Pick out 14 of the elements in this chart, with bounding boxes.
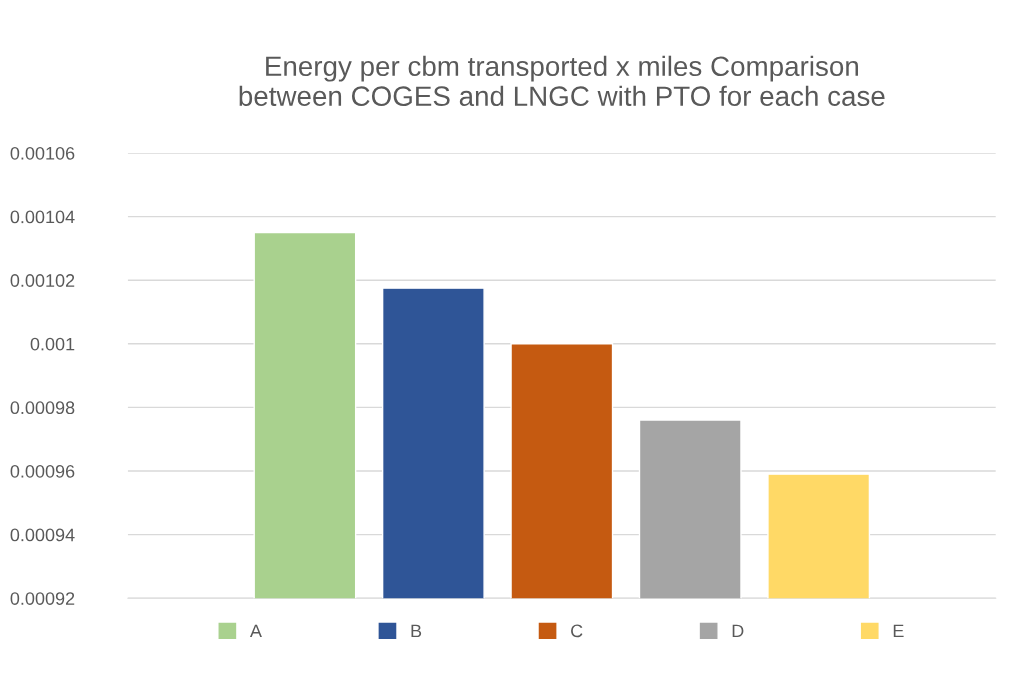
- y-tick-label: 0.00104: [10, 210, 75, 224]
- legend-label: D: [732, 624, 744, 638]
- legend-label: A: [249, 624, 262, 638]
- y-tick-label: 0.00096: [10, 464, 75, 478]
- y-tick-label: 0.00094: [10, 528, 75, 542]
- legend-label: B: [411, 624, 422, 638]
- y-tick-label: 0.00106: [10, 146, 75, 160]
- y-tick-label: 0.001: [30, 337, 75, 351]
- legend-label: E: [893, 624, 904, 638]
- y-tick-label: 0.00102: [10, 274, 75, 287]
- y-tick-label: 0.00098: [10, 401, 75, 415]
- chart-title: Energy per cbm transported x miles Comparison between COGES and LNGC with PTO for each case: [239, 55, 885, 107]
- y-tick-label: 0.00092: [10, 592, 75, 605]
- legend-label: C: [571, 624, 583, 638]
